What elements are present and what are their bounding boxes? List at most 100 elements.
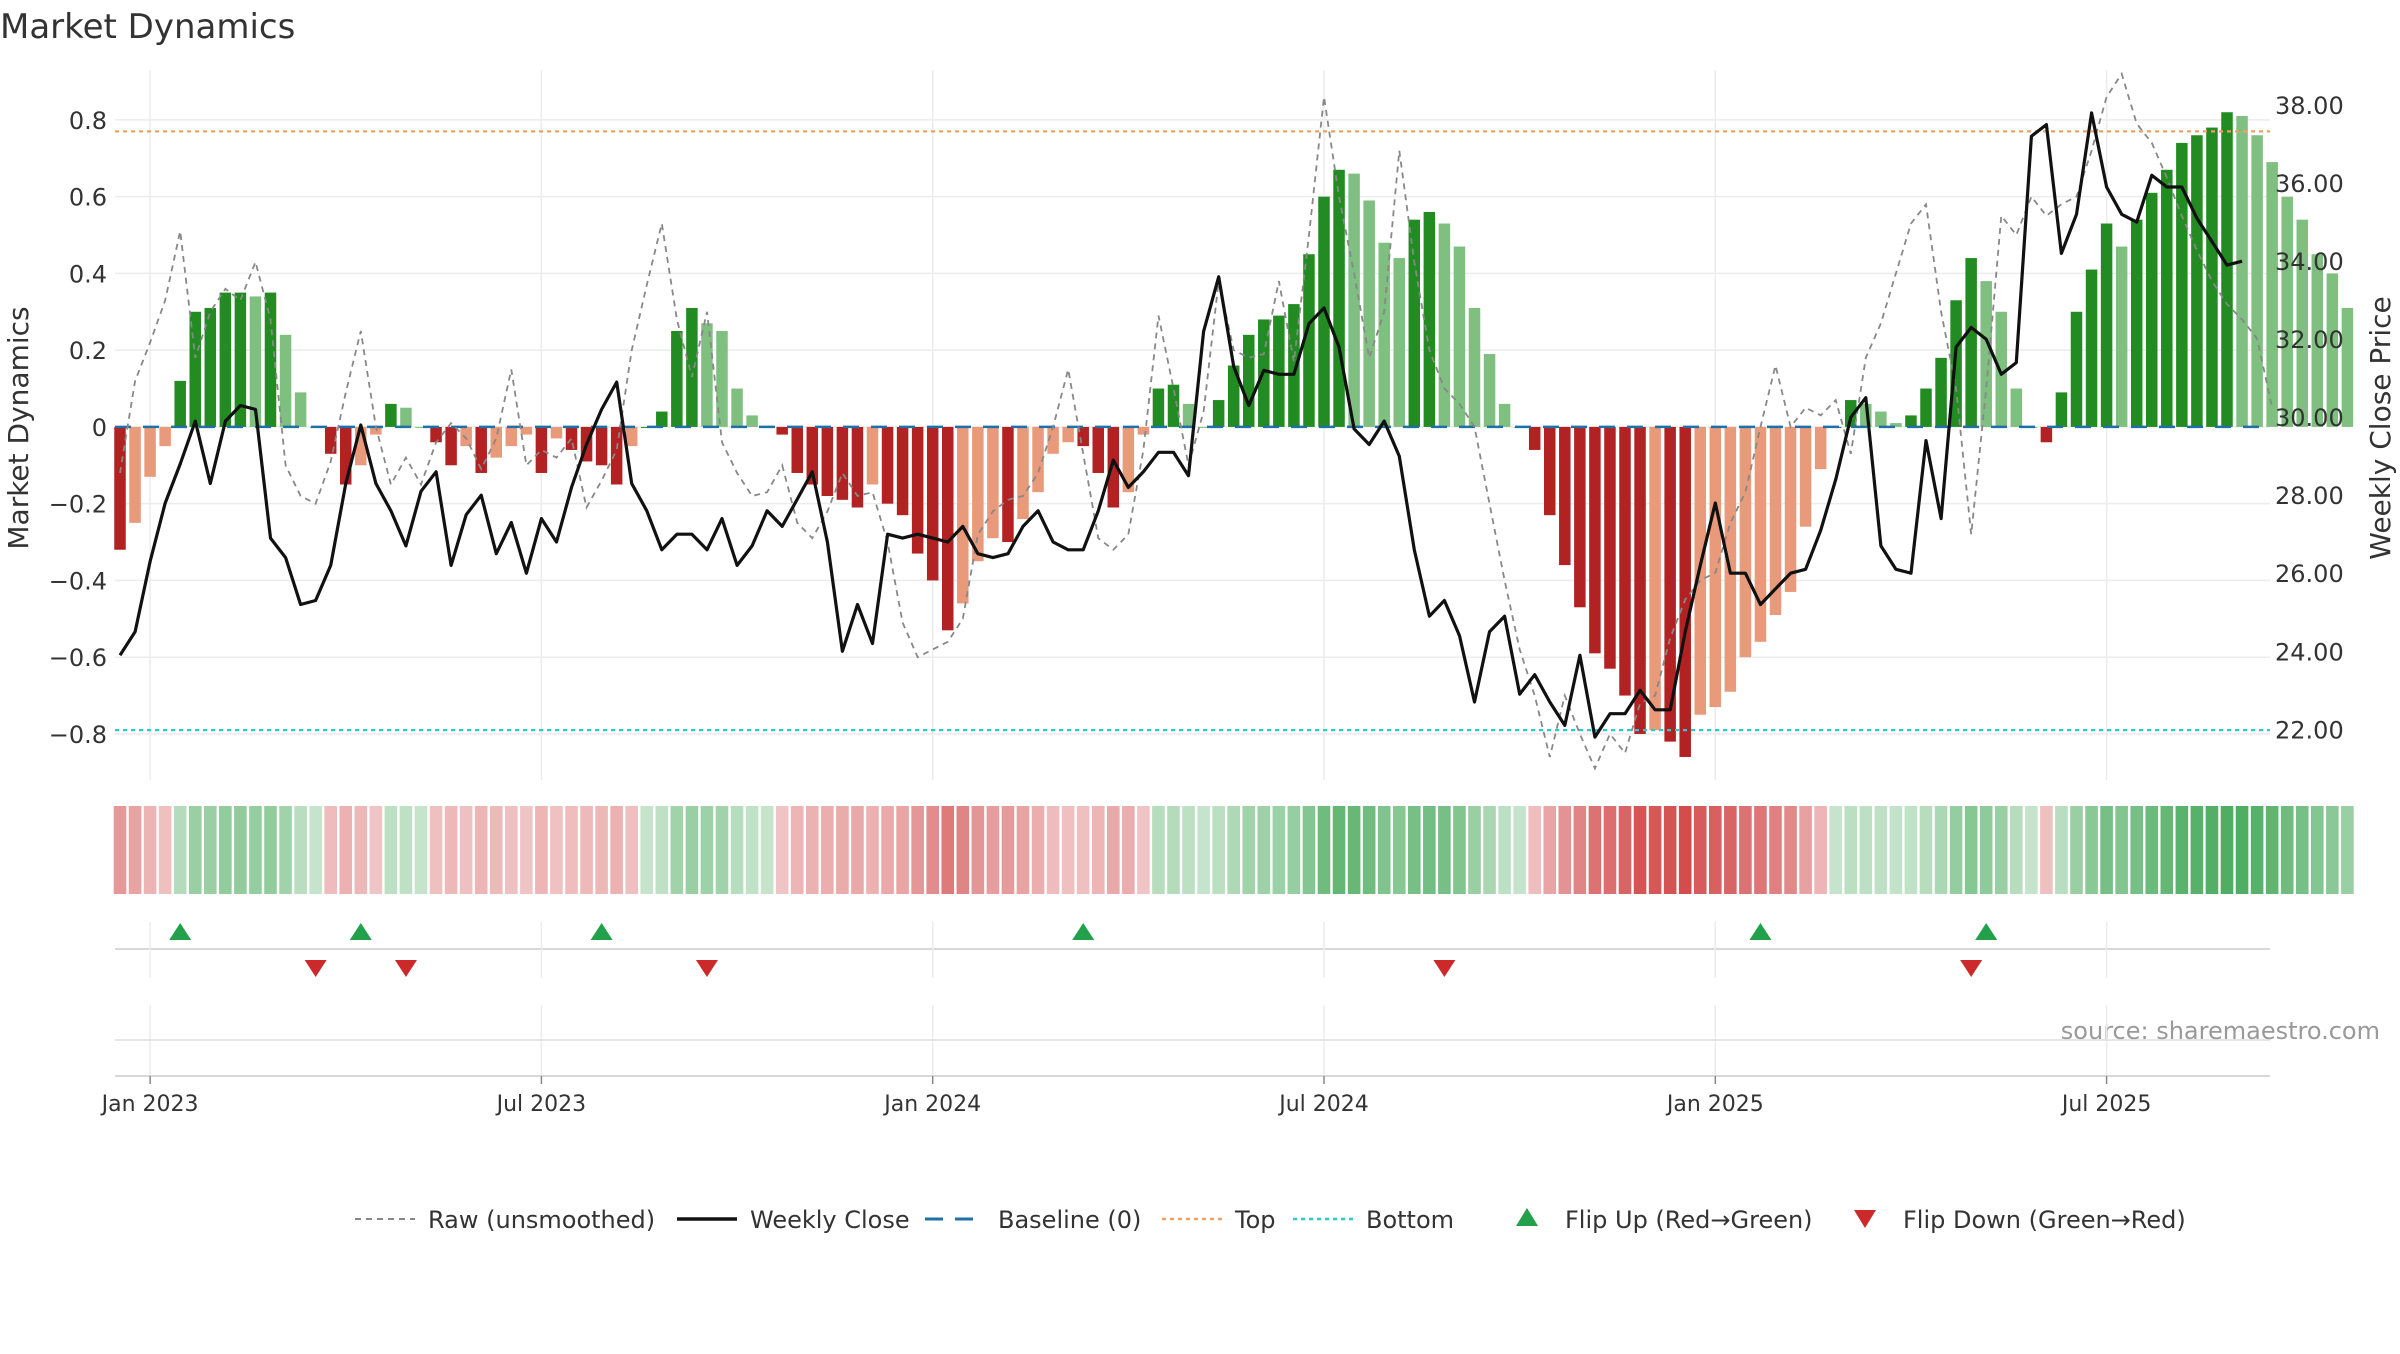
dynamics-bar	[1544, 426, 1556, 516]
dynamics-bar	[1423, 212, 1436, 427]
dynamics-bar	[987, 426, 999, 539]
regime-cell	[505, 806, 518, 894]
raw-unsmoothed-line	[119, 71, 2274, 771]
dynamics-bar	[1092, 426, 1104, 473]
dynamics-bar	[2251, 135, 2263, 427]
legend-label: Flip Up (Red→Green)	[1565, 1206, 1813, 1234]
dynamics-bar	[2296, 219, 2308, 427]
regime-cell	[369, 806, 383, 894]
regime-cell	[1934, 806, 1948, 894]
dynamics-bar	[430, 426, 442, 443]
dynamics-bar	[159, 426, 171, 447]
regime-cell	[1964, 806, 1978, 894]
dynamics-bar	[731, 388, 743, 427]
dynamics-bar	[1212, 400, 1225, 427]
regime-cell	[1197, 806, 1210, 894]
x-axis-ticks: Jan 2023 Jul 2023 Jan 2024 Jul 2024 Jan 2025…	[100, 1076, 2151, 1117]
dynamics-bar	[1995, 311, 2007, 427]
dynamics-bar	[355, 426, 367, 466]
regime-cell	[1107, 806, 1120, 894]
dynamics-bar	[1814, 426, 1827, 470]
x-tick-label: Jul 2023	[495, 1092, 587, 1117]
regime-cell	[595, 806, 608, 894]
dynamics-bar	[791, 426, 803, 473]
dynamics-bar	[701, 323, 713, 427]
left-tick-label: −0.8	[49, 721, 107, 749]
legend-label: Raw (unsmoothed)	[428, 1206, 655, 1234]
legend-item: Raw (unsmoothed)	[355, 1206, 655, 1234]
regime-cell	[1001, 806, 1015, 894]
regime-cell	[1889, 806, 1903, 894]
dynamics-bar	[2010, 388, 2023, 427]
regime-cell	[2055, 806, 2068, 894]
regime-cell	[324, 806, 337, 894]
dynamics-bar	[1288, 304, 1300, 427]
left-tick-label: 0.6	[69, 184, 107, 212]
regime-cell	[2145, 806, 2159, 894]
regime-cell	[971, 806, 985, 894]
regime-cell	[414, 806, 428, 894]
regime-cell	[700, 806, 714, 894]
dynamics-bar	[2070, 311, 2083, 427]
dynamics-bar	[851, 426, 864, 508]
legend-label: Top	[1234, 1206, 1276, 1234]
dynamics-bar	[1197, 426, 1210, 428]
empty-panel	[115, 1005, 2270, 1077]
regime-strip	[113, 806, 2354, 894]
regime-cell	[655, 806, 669, 894]
regime-cell	[715, 806, 729, 894]
dynamics-bar	[1724, 426, 1737, 692]
dynamics-bar	[2100, 223, 2113, 427]
regime-cell	[775, 806, 789, 894]
regime-cell	[429, 806, 443, 894]
regime-cell	[625, 806, 638, 894]
left-tick-label: −0.2	[49, 491, 107, 519]
left-axis-ticks: 0.8 0.6 0.4 0.2 0 −0.2 −0.4 −0.6 −0.8	[49, 107, 107, 749]
regime-cell	[1137, 806, 1150, 894]
dynamics-bar	[1739, 426, 1752, 658]
dynamics-bar	[656, 411, 668, 427]
right-tick-label: 36.00	[2275, 170, 2344, 198]
chart-title: Market Dynamics	[0, 7, 295, 47]
dynamics-bar	[1709, 426, 1722, 708]
dynamics-bar	[340, 426, 352, 485]
dynamics-bar	[1559, 426, 1571, 566]
regime-cell	[1724, 806, 1737, 894]
dynamics-bar	[1453, 246, 1466, 427]
regime-cell	[550, 806, 563, 894]
flip-down-marker	[304, 960, 327, 977]
regime-cell	[1016, 806, 1030, 894]
regime-cell	[1573, 806, 1587, 894]
dynamics-bar	[1137, 426, 1150, 435]
regime-cell	[1453, 806, 1466, 894]
dynamics-bar	[1769, 426, 1782, 615]
flip-up-marker	[590, 923, 613, 940]
dynamics-bar	[1393, 258, 1405, 427]
dynamics-bar	[2115, 246, 2128, 427]
dynamics-bar	[2281, 196, 2293, 427]
source-annotation: source: sharemaestro.com	[2061, 1017, 2380, 1045]
dynamics-bar	[625, 426, 638, 447]
regime-cell	[264, 806, 277, 894]
dynamics-bar	[174, 380, 186, 427]
dynamics-bar	[1273, 315, 1285, 427]
regime-cell	[1979, 806, 1993, 894]
regime-cell	[730, 806, 744, 894]
dynamics-bar	[686, 307, 698, 427]
dynamics-bar	[279, 334, 292, 427]
legend-item: Baseline (0)	[925, 1206, 1141, 1234]
dynamics-bar	[1965, 258, 1977, 427]
regime-cell	[1212, 806, 1225, 894]
regime-cell	[2341, 806, 2354, 894]
flip-down-marker	[1960, 960, 1983, 977]
dynamics-bar	[1152, 388, 1165, 427]
regime-cell	[1558, 806, 1572, 894]
legend-item: Bottom	[1293, 1206, 1454, 1234]
right-tick-label: 34.00	[2275, 248, 2344, 276]
flip-markers-panel	[115, 922, 2270, 978]
legend-item: Flip Down (Green→Red)	[1854, 1206, 2186, 1234]
dynamics-bar	[1167, 384, 1180, 427]
regime-cell	[1528, 806, 1541, 894]
regime-cell	[1423, 806, 1436, 894]
dynamics-bar	[385, 403, 397, 427]
